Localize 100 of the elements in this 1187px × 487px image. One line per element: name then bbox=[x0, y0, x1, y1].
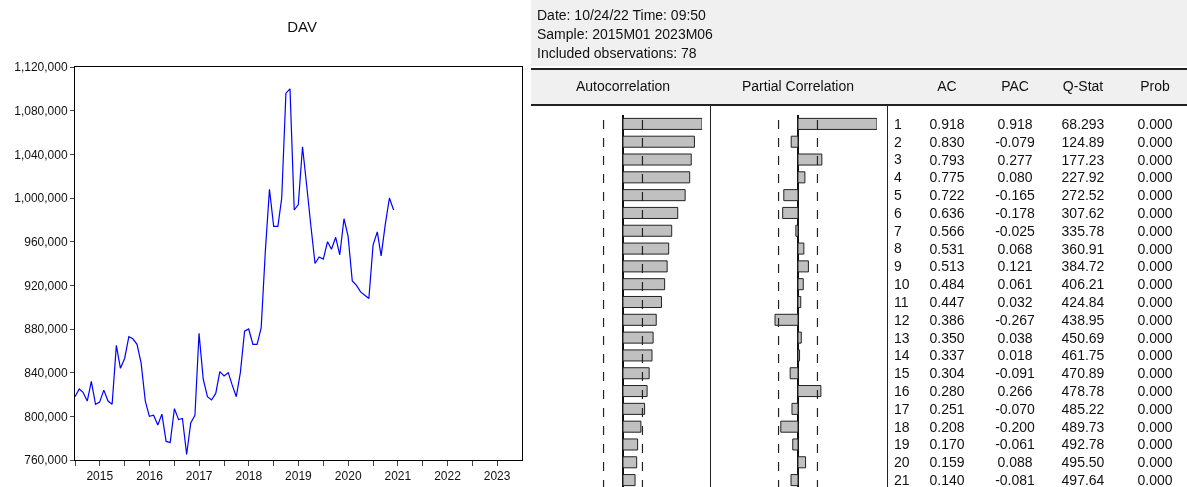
chart-title: Partial Correlation bbox=[741, 78, 855, 94]
text: 495.50 bbox=[1061, 454, 1105, 471]
y-tick-label: 760,000 bbox=[24, 453, 68, 468]
data-label: 0.513 bbox=[929, 258, 965, 275]
text: 0.000 bbox=[1137, 258, 1173, 275]
bar bbox=[782, 207, 799, 220]
y-tick-label: 1,080,000 bbox=[14, 103, 68, 118]
data-label: 0.484 bbox=[929, 276, 965, 293]
data-label: 0.775 bbox=[929, 169, 965, 186]
text: 0.000 bbox=[1137, 329, 1173, 346]
bar bbox=[797, 278, 804, 291]
data-label: 0.918 bbox=[997, 116, 1033, 132]
y-tick-label: 11 bbox=[894, 293, 909, 310]
text: 406.21 bbox=[1061, 276, 1105, 293]
text: 335.78 bbox=[1061, 222, 1105, 239]
data-label: 0.722 bbox=[929, 187, 965, 204]
text: 227.92 bbox=[1061, 169, 1105, 186]
text: Sample: 2015M01 2023M06 bbox=[537, 26, 713, 42]
text: 0.000 bbox=[1137, 294, 1173, 310]
data-label: 0.350 bbox=[929, 329, 965, 346]
bar bbox=[791, 402, 799, 415]
data-label: 0.032 bbox=[997, 294, 1033, 310]
data-label: -0.178 bbox=[995, 205, 1035, 221]
data-label: 0.793 bbox=[929, 151, 965, 168]
y-tick-label: 3 bbox=[894, 151, 902, 168]
x-tick-label: 2021 bbox=[384, 469, 412, 484]
data-label: 0.531 bbox=[929, 240, 965, 257]
text: Prob bbox=[1140, 78, 1170, 94]
text: 0.000 bbox=[1137, 383, 1173, 399]
text: Included observations: 78 bbox=[537, 45, 697, 61]
bar bbox=[797, 456, 807, 469]
data-label: 0.251 bbox=[929, 400, 965, 417]
data-label: 0.636 bbox=[929, 205, 965, 221]
text: 461.75 bbox=[1061, 347, 1105, 364]
text: 177.23 bbox=[1061, 151, 1105, 168]
y-tick-label: 12 bbox=[894, 311, 910, 328]
y-tick-label: 920,000 bbox=[24, 278, 68, 293]
data-label: -0.165 bbox=[995, 187, 1035, 204]
bar bbox=[797, 331, 802, 344]
y-tick-label: 8 bbox=[894, 240, 902, 257]
x-tick-label: 2020 bbox=[334, 469, 362, 484]
data-label: 0.208 bbox=[929, 418, 965, 435]
data-label: -0.079 bbox=[995, 133, 1035, 150]
x-tick-label: 2016 bbox=[136, 469, 164, 484]
text: 0.000 bbox=[1137, 222, 1173, 239]
bar bbox=[797, 171, 806, 184]
data-label: 0.918 bbox=[929, 116, 965, 132]
data-label: 0.080 bbox=[997, 169, 1033, 186]
y-tick-label: 960,000 bbox=[24, 234, 68, 249]
data-label: -0.267 bbox=[995, 311, 1035, 328]
x-tick-label: 2022 bbox=[434, 469, 462, 484]
y-tick-label: 9 bbox=[894, 258, 902, 275]
bar bbox=[790, 474, 799, 487]
data-label: 0.830 bbox=[929, 133, 965, 150]
y-tick-label: 15 bbox=[894, 365, 910, 382]
bar bbox=[797, 296, 802, 309]
data-label: 0.068 bbox=[997, 240, 1033, 257]
data-label: 0.304 bbox=[929, 365, 965, 382]
bar bbox=[797, 242, 805, 255]
data-label: 0.140 bbox=[929, 472, 965, 487]
text: 0.000 bbox=[1137, 240, 1173, 257]
text: 0.000 bbox=[1137, 276, 1173, 293]
data-label: 0.266 bbox=[997, 383, 1033, 399]
data-label: 0.088 bbox=[997, 454, 1033, 471]
bar bbox=[795, 224, 799, 237]
y-tick-label: 6 bbox=[894, 204, 902, 221]
y-tick-label: 10 bbox=[894, 276, 910, 293]
text: 0.000 bbox=[1137, 133, 1173, 150]
text: 272.52 bbox=[1061, 187, 1105, 204]
text: Q-Stat bbox=[1062, 78, 1104, 94]
text: Date: 10/24/22 Time: 09:50 bbox=[537, 7, 706, 23]
y-tick-label: 1,120,000 bbox=[14, 60, 68, 75]
text: 0.000 bbox=[1137, 169, 1173, 186]
bar bbox=[797, 260, 809, 273]
line-series bbox=[75, 88, 395, 456]
text: 470.89 bbox=[1061, 365, 1105, 382]
y-tick-label: 2 bbox=[894, 133, 902, 150]
data-label: 0.337 bbox=[929, 347, 965, 364]
text: 0.000 bbox=[1137, 151, 1173, 168]
x-tick-label: 2017 bbox=[185, 469, 213, 484]
data-label: 0.280 bbox=[929, 383, 965, 399]
y-tick-label: 21 bbox=[894, 472, 910, 487]
y-tick-label: 1 bbox=[894, 115, 902, 132]
data-label: 0.170 bbox=[929, 436, 965, 453]
text: 68.293 bbox=[1061, 116, 1105, 132]
data-label: -0.091 bbox=[995, 365, 1035, 382]
y-tick-label: 840,000 bbox=[24, 365, 68, 380]
bar bbox=[622, 474, 636, 487]
data-label: 0.038 bbox=[997, 329, 1033, 346]
y-tick-label: 16 bbox=[894, 383, 910, 400]
text: 360.91 bbox=[1061, 240, 1105, 257]
text: 124.89 bbox=[1061, 133, 1105, 150]
data-label: 0.159 bbox=[929, 454, 965, 471]
data-label: -0.061 bbox=[995, 436, 1035, 453]
text: 0.000 bbox=[1137, 205, 1173, 221]
y-tick-label: 19 bbox=[894, 436, 910, 453]
text: 0.000 bbox=[1137, 472, 1173, 487]
text: 384.72 bbox=[1061, 258, 1105, 275]
bar bbox=[622, 438, 639, 451]
chart-title: DAV bbox=[287, 18, 317, 36]
